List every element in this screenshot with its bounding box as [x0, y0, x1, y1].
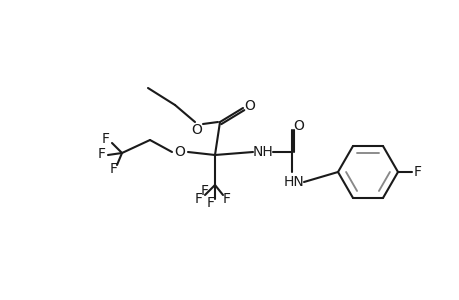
Text: HN: HN [283, 175, 304, 189]
Text: O: O [191, 123, 202, 137]
Text: O: O [293, 119, 304, 133]
Text: O: O [244, 99, 255, 113]
Text: F: F [102, 132, 110, 146]
Text: F: F [195, 192, 202, 206]
Text: F: F [207, 196, 214, 210]
Text: F: F [223, 192, 230, 206]
Text: F: F [201, 184, 208, 198]
Text: O: O [174, 145, 185, 159]
Text: F: F [413, 165, 421, 179]
Text: F: F [98, 147, 106, 161]
Text: NH: NH [252, 145, 273, 159]
Text: F: F [110, 162, 118, 176]
